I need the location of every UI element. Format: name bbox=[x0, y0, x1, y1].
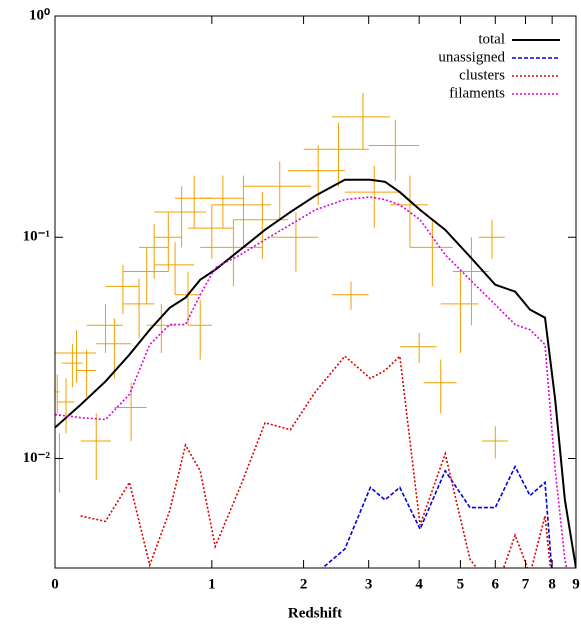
legend-label: filaments bbox=[449, 85, 505, 101]
x-tick-label: 0 bbox=[51, 576, 59, 592]
x-tick-label: 6 bbox=[492, 576, 500, 592]
x-tick-label: 3 bbox=[365, 576, 373, 592]
x-tick-label: 2 bbox=[300, 576, 308, 592]
legend-label: total bbox=[478, 31, 505, 47]
x-tick-label: 1 bbox=[208, 576, 216, 592]
series-line bbox=[55, 196, 568, 568]
model-lines bbox=[55, 178, 576, 568]
series-line bbox=[80, 354, 552, 568]
x-axis-label: Redshift bbox=[288, 605, 342, 621]
series-line bbox=[55, 178, 576, 568]
x-tick-label: 8 bbox=[548, 576, 556, 592]
x-tick-label: 7 bbox=[522, 576, 530, 592]
data-points bbox=[55, 92, 508, 493]
plot-frame bbox=[54, 15, 577, 569]
y-tick-label: 10⁻¹ bbox=[23, 229, 50, 245]
y-tick-label: 10⁻² bbox=[23, 450, 51, 466]
y-tick-label: 10⁰ bbox=[29, 7, 50, 23]
x-tick-label: 9 bbox=[572, 576, 580, 592]
legend-label: clusters bbox=[459, 67, 505, 83]
x-tick-label: 4 bbox=[415, 576, 423, 592]
x-tick-label: 5 bbox=[457, 576, 465, 592]
series-line bbox=[321, 464, 553, 568]
legend-label: unassigned bbox=[438, 49, 505, 65]
